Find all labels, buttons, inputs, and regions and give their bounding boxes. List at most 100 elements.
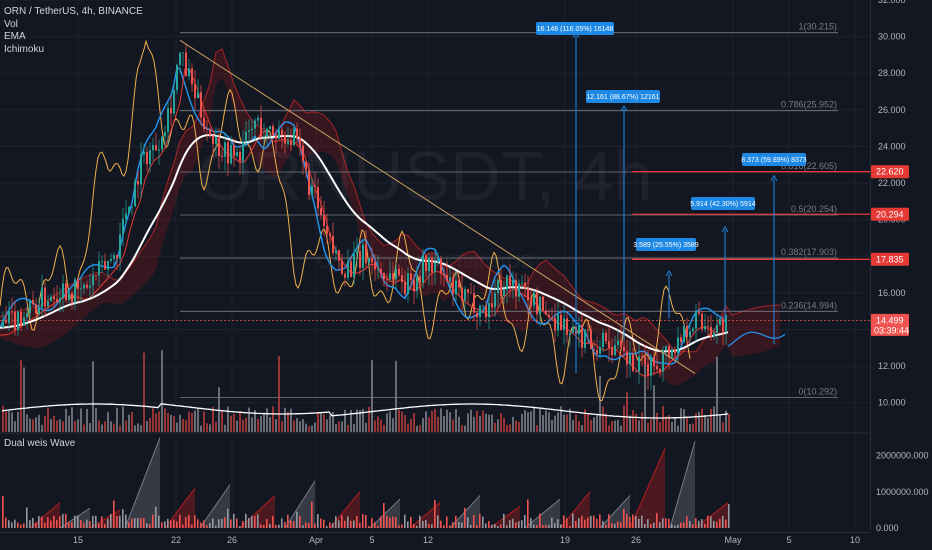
candle-body	[344, 273, 346, 278]
weis-volume-bar	[26, 507, 28, 528]
weis-volume-bar	[71, 522, 73, 528]
volume-bar	[620, 425, 622, 432]
candle-body	[626, 351, 628, 365]
weis-volume-bar	[353, 520, 355, 528]
candle-body	[365, 244, 367, 264]
weis-volume-bar	[638, 518, 640, 528]
volume-bar	[191, 412, 193, 432]
weis-volume-bar	[347, 516, 349, 528]
weis-volume-bar	[284, 522, 286, 528]
volume-bar	[602, 406, 604, 432]
volume-bar	[131, 411, 133, 432]
volume-bar	[425, 411, 427, 432]
candle-body	[479, 305, 481, 318]
legend-symbol[interactable]: ORN / TetherUS, 4h, BINANCE	[4, 6, 143, 17]
candle-body	[200, 92, 202, 118]
volume-bar	[287, 411, 289, 432]
volume-bar	[254, 409, 256, 432]
weis-volume-bar	[338, 520, 340, 528]
candle-body	[260, 117, 262, 138]
volume-bar	[302, 419, 304, 432]
weis-volume-bar	[569, 525, 571, 528]
volume-bar	[296, 418, 298, 432]
volume-bar	[632, 410, 634, 432]
volume-bar	[413, 413, 415, 432]
weis-volume-bar	[395, 517, 397, 528]
volume-bar	[104, 421, 106, 432]
measure-arrow-head	[721, 226, 729, 233]
volume-bar	[506, 424, 508, 432]
volume-bar	[404, 415, 406, 432]
volume-bar	[251, 417, 253, 432]
candle-body	[608, 341, 610, 348]
volume-bar	[71, 407, 73, 432]
candle-body	[689, 331, 691, 338]
volume-bar	[713, 406, 715, 432]
candle-body	[488, 303, 490, 318]
candle-body	[248, 130, 250, 132]
candle-body	[341, 260, 343, 274]
weis-volume-bar	[695, 518, 697, 528]
volume-bar	[497, 419, 499, 432]
weis-volume-bar	[614, 524, 616, 528]
candle-body	[263, 136, 265, 138]
legend-ichimoku[interactable]: Ichimoku	[4, 43, 45, 55]
volume-bar	[584, 409, 586, 432]
weis-volume-bar	[248, 518, 250, 528]
volume-bar	[710, 408, 712, 432]
volume-bar	[20, 360, 22, 432]
legend-ema[interactable]: EMA	[4, 31, 26, 42]
volume-bar	[578, 421, 580, 432]
price-tag-value: 14.499	[876, 315, 904, 325]
weis-volume-bar	[104, 523, 106, 528]
weis-volume-bar	[488, 520, 490, 528]
volume-bar	[539, 408, 541, 432]
volume-bar	[74, 420, 76, 432]
volume-bar	[482, 410, 484, 432]
weis-volume-bar	[362, 514, 364, 528]
weis-volume-bar	[680, 522, 682, 528]
candle-body	[590, 330, 592, 349]
weis-volume-bar	[80, 519, 82, 528]
x-tick-label: 26	[631, 535, 641, 545]
volume-bar	[470, 409, 472, 432]
candle-body	[254, 120, 256, 129]
weis-wave-legend[interactable]: Dual weis Wave	[4, 438, 76, 449]
candle-body	[593, 348, 595, 350]
weis-volume-bar	[713, 520, 715, 528]
volume-bar	[35, 417, 37, 432]
weis-volume-bar	[23, 523, 25, 528]
candle-body	[398, 268, 400, 276]
candle-body	[29, 300, 31, 314]
weis-volume-bar	[44, 522, 46, 528]
weis-volume-bar	[107, 518, 109, 528]
weis-wave-edge	[284, 480, 316, 529]
candle-body	[257, 117, 259, 121]
weis-volume-bar	[548, 524, 550, 528]
candle-body	[62, 283, 64, 299]
weis-volume-bar	[443, 525, 445, 528]
weis-volume-bar	[578, 518, 580, 528]
weis-volume-bar	[47, 517, 49, 528]
volume-bar	[674, 417, 676, 432]
legend-vol[interactable]: Vol	[4, 18, 18, 30]
candle-body	[461, 287, 463, 301]
volume-bar	[503, 418, 505, 432]
measure-callout-text: 8.373 (59.89%) 8373	[741, 157, 806, 164]
volume-bar	[68, 415, 70, 432]
volume-bar	[554, 415, 556, 432]
volume-bar	[305, 423, 307, 432]
candle-body	[185, 52, 187, 77]
volume-bar	[716, 356, 718, 432]
volume-bar	[680, 408, 682, 432]
candle-body	[521, 282, 523, 284]
weis-volume-bar	[377, 525, 379, 528]
volume-bar	[356, 409, 358, 432]
candle-body	[218, 136, 220, 157]
volume-bar	[284, 407, 286, 432]
volume-bar	[452, 419, 454, 432]
candle-body	[512, 280, 514, 286]
ema-line	[0, 133, 729, 353]
fib-level-label: 0.236(14.994)	[781, 300, 837, 310]
